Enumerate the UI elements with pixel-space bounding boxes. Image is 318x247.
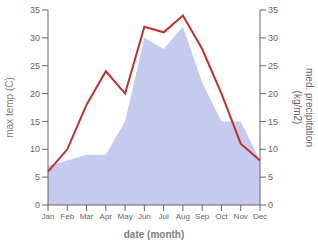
svg-text:10: 10 bbox=[268, 144, 278, 154]
svg-text:20: 20 bbox=[268, 89, 278, 99]
svg-text:Sep: Sep bbox=[195, 212, 210, 221]
svg-text:15: 15 bbox=[268, 117, 278, 127]
svg-text:date (month): date (month) bbox=[124, 229, 185, 240]
svg-text:30: 30 bbox=[268, 33, 278, 43]
svg-text:5: 5 bbox=[268, 172, 273, 182]
svg-text:0: 0 bbox=[35, 200, 40, 210]
svg-text:Jan: Jan bbox=[42, 212, 55, 221]
svg-text:10: 10 bbox=[30, 144, 40, 154]
svg-text:5: 5 bbox=[35, 172, 40, 182]
svg-text:Aug: Aug bbox=[176, 212, 190, 221]
svg-text:max temp (C): max temp (C) bbox=[8, 77, 15, 138]
svg-text:35: 35 bbox=[268, 5, 278, 15]
svg-text:Nov: Nov bbox=[234, 212, 248, 221]
svg-text:Mar: Mar bbox=[80, 212, 94, 221]
svg-text:25: 25 bbox=[30, 61, 40, 71]
svg-text:15: 15 bbox=[30, 117, 40, 127]
svg-text:Feb: Feb bbox=[60, 212, 74, 221]
svg-text:May: May bbox=[118, 212, 133, 221]
svg-text:med. precipitation(kg/m2): med. precipitation(kg/m2) bbox=[292, 68, 310, 147]
svg-text:Jul: Jul bbox=[159, 212, 169, 221]
svg-text:Dec: Dec bbox=[253, 212, 267, 221]
svg-text:0: 0 bbox=[268, 200, 273, 210]
svg-text:30: 30 bbox=[30, 33, 40, 43]
svg-text:Oct: Oct bbox=[215, 212, 228, 221]
svg-text:25: 25 bbox=[268, 61, 278, 71]
svg-text:Apr: Apr bbox=[100, 212, 113, 221]
svg-text:35: 35 bbox=[30, 5, 40, 15]
svg-text:20: 20 bbox=[30, 89, 40, 99]
svg-text:Jun: Jun bbox=[138, 212, 151, 221]
